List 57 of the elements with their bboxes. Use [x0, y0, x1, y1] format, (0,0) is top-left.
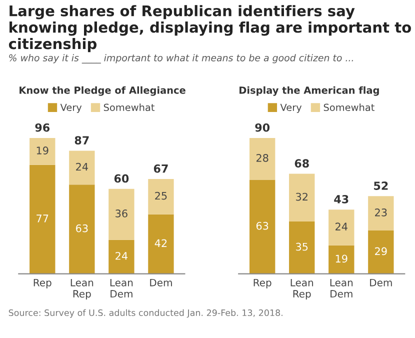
- bar: [289, 174, 315, 222]
- data-label: 29: [375, 247, 387, 256]
- data-label: 63: [256, 222, 268, 230]
- data-label: 63: [76, 224, 88, 232]
- bar: [69, 184, 95, 274]
- x-tick-label: Lean Rep: [70, 278, 94, 300]
- source-note: Source: Survey of U.S. adults conducted Jan. 29-Feb. 13, 2018.: [8, 309, 282, 318]
- total-label: 96: [35, 123, 50, 132]
- data-label: 77: [36, 214, 48, 222]
- bar: [368, 230, 394, 274]
- x-tick-label: Lean Dem: [110, 278, 133, 298]
- text: % who say it is ____ important to what it means to be a good citizen to ...: [9, 54, 353, 64]
- bar: [328, 210, 354, 246]
- data-label: 36: [116, 210, 128, 218]
- data-label: 35: [296, 242, 308, 251]
- bar: [108, 188, 134, 240]
- total-label: 90: [255, 123, 270, 132]
- total-label: 67: [154, 164, 168, 173]
- data-label: 28: [256, 154, 268, 162]
- x-tick-label: Dem: [150, 278, 172, 286]
- legend-label: Very: [60, 104, 82, 113]
- data-label: 42: [154, 239, 167, 247]
- chart-title: Know the Pledge of Allegiance: [20, 86, 186, 96]
- legend-label: Somewhat: [324, 104, 374, 112]
- total-label: 60: [114, 174, 129, 183]
- bar: [148, 214, 174, 274]
- x-tick-label: Lean Dem: [330, 278, 353, 298]
- data-label: 24: [76, 162, 88, 171]
- data-label: 24: [116, 252, 128, 260]
- x-tick-label: Rep: [254, 278, 272, 288]
- chart-title: Display the American flag: [240, 86, 379, 96]
- data-label: 32: [296, 192, 308, 201]
- bar: [69, 150, 95, 185]
- text: Large shares of Republican identifiers say knowing pledge, displaying flag are important to citizenship: [8, 5, 411, 52]
- total-label: 68: [294, 159, 309, 168]
- total-label: 52: [374, 182, 388, 190]
- data-label: 23: [375, 208, 387, 216]
- legend-label: Very: [280, 104, 302, 113]
- bar: [289, 222, 315, 274]
- data-label: 25: [155, 192, 167, 200]
- data-label: 19: [336, 254, 348, 263]
- total-label: 43: [334, 194, 348, 204]
- x-tick-label: Dem: [370, 278, 392, 286]
- x-tick-label: Lean Rep: [290, 278, 314, 300]
- data-label: 24: [336, 222, 348, 230]
- bar: [249, 180, 276, 274]
- bar: [249, 138, 276, 180]
- x-tick-label: Rep: [34, 278, 52, 288]
- data-label: 19: [36, 146, 48, 154]
- bar: [30, 164, 56, 274]
- bar: [108, 240, 134, 274]
- legend-label: Somewhat: [104, 104, 155, 112]
- bar: [328, 245, 354, 274]
- total-label: 87: [74, 136, 89, 144]
- bar: [148, 179, 174, 214]
- bar: [30, 138, 56, 165]
- bar: [368, 196, 394, 230]
